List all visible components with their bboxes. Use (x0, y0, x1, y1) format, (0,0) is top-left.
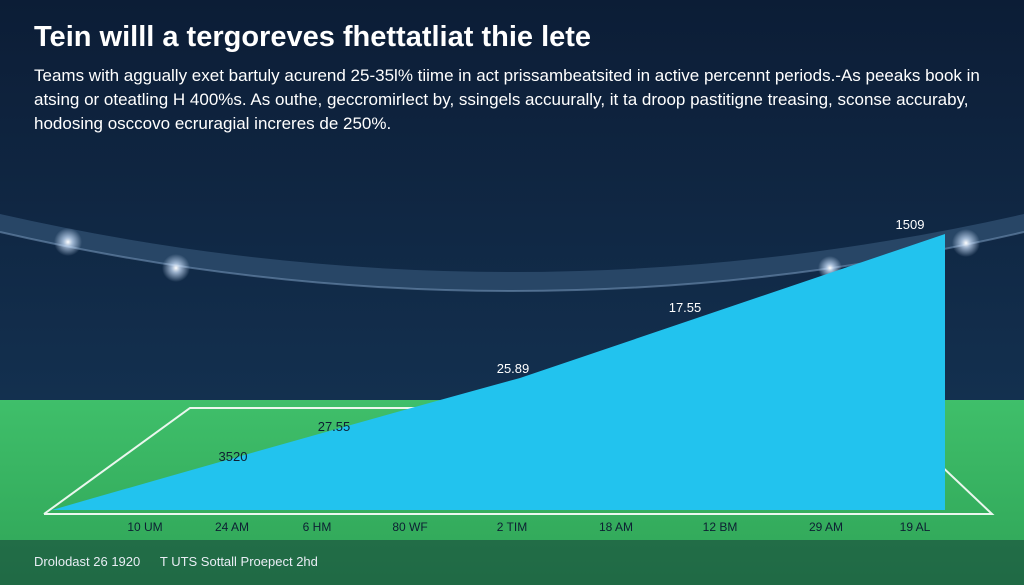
stadium-roof (0, 214, 1024, 291)
floodlight-right (952, 229, 980, 257)
page-title: Tein willl a tergoreves fhettatliat thie… (34, 21, 592, 53)
x-tick-label: 24 AM (215, 520, 249, 534)
x-tick-label: 6 HM (303, 520, 332, 534)
footer: Drolodast 26 1920 T UTS Sottall Proepect… (34, 554, 318, 569)
x-tick-label: 29 AM (809, 520, 843, 534)
data-label: 27.55 (318, 419, 351, 434)
footer-source: Drolodast 26 1920 (34, 554, 141, 569)
floodlight-left (54, 228, 82, 256)
x-tick-label: 19 AL (900, 520, 931, 534)
floodlight-center-left (162, 254, 190, 282)
x-tick-label: 12 BM (703, 520, 738, 534)
footer-credit: T UTS Sottall Proepect 2hd (159, 554, 318, 569)
data-label: 17.55 (669, 300, 702, 315)
x-tick-label: 2 TIM (497, 520, 527, 534)
x-tick-label: 80 WF (392, 520, 427, 534)
x-tick-label: 10 UM (127, 520, 162, 534)
page-subtitle: Teams with aggually exet bartuly acurend… (34, 66, 980, 133)
data-label: 25.89 (497, 361, 530, 376)
area-series (52, 234, 945, 510)
x-tick-label: 18 AM (599, 520, 633, 534)
data-label: 1509 (896, 217, 925, 232)
footer-band (0, 540, 1024, 585)
data-label: 3520 (219, 449, 248, 464)
